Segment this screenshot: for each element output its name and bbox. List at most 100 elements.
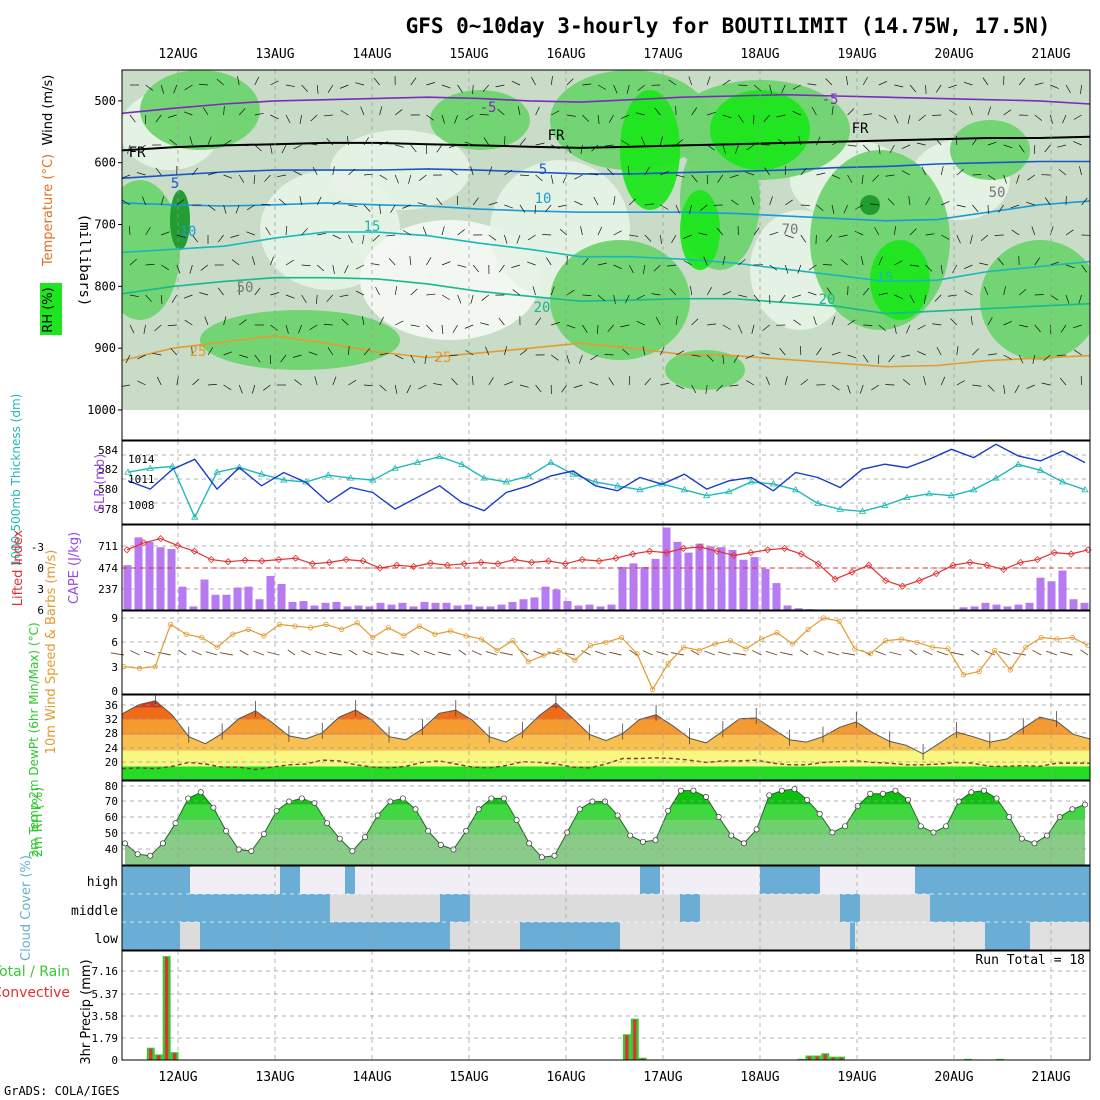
wind-barb xyxy=(889,144,895,154)
wind-barb xyxy=(566,78,574,86)
wind-speed-point xyxy=(292,623,298,629)
wind-barb-10m xyxy=(390,652,404,656)
thickness-point xyxy=(725,487,733,495)
wind-barb-10m xyxy=(1080,649,1089,656)
wind-barb xyxy=(136,172,146,176)
cape-bar xyxy=(530,597,539,610)
wind-barb xyxy=(707,111,716,116)
thickness-tick-label: 584 xyxy=(98,444,118,457)
temp-tick-label: 24 xyxy=(105,742,119,755)
wind-barb xyxy=(613,196,616,206)
wind-barb xyxy=(706,354,714,362)
wind-barb xyxy=(410,288,418,296)
temp-band xyxy=(122,735,1090,751)
wind-barb xyxy=(488,234,497,241)
wind-barb xyxy=(125,354,131,364)
wind-barb xyxy=(987,384,995,392)
wind-barb xyxy=(480,322,489,326)
wind-barb-10m xyxy=(690,649,700,656)
rh-point xyxy=(778,787,785,794)
thickness-point xyxy=(346,474,355,481)
wind-speed-point xyxy=(214,644,220,650)
wind-barb xyxy=(1003,384,1006,394)
wind-barb xyxy=(797,264,802,274)
wind-barb xyxy=(309,324,318,331)
wind-barb xyxy=(831,316,836,326)
rh-point xyxy=(349,848,356,855)
wind-barb xyxy=(894,294,903,299)
wind-barb xyxy=(202,107,209,116)
cape-bar xyxy=(167,549,176,610)
wind-barb xyxy=(847,144,857,147)
wind-barb xyxy=(1060,324,1067,333)
rh-point xyxy=(854,803,861,810)
wind-barb xyxy=(1011,229,1020,236)
cape-bar xyxy=(178,586,187,610)
wind-barb xyxy=(137,380,146,386)
wind-barb xyxy=(189,264,193,274)
li-point xyxy=(1033,556,1041,564)
thickness-point xyxy=(992,474,1000,481)
wind-speed-point xyxy=(1023,644,1029,650)
cape-bar xyxy=(310,605,319,610)
contour-label: 5 xyxy=(171,176,179,192)
temp-tick-label: 36 xyxy=(105,699,118,712)
wind-barb xyxy=(216,78,224,86)
wind-barb xyxy=(764,167,770,176)
li-point xyxy=(814,560,822,568)
wind-barb xyxy=(454,114,458,124)
li-point xyxy=(848,568,856,576)
wind-speed-point xyxy=(603,639,609,645)
wind-barb xyxy=(395,320,404,326)
rh-point xyxy=(602,798,608,805)
wind-barb xyxy=(831,204,835,214)
wind-barb xyxy=(207,172,217,176)
wind-speed-point xyxy=(199,634,205,641)
wind-barb xyxy=(593,196,599,206)
rh-point xyxy=(500,795,507,802)
wind-barb xyxy=(285,114,291,124)
wind-barb xyxy=(285,84,295,87)
wind-barb xyxy=(582,294,592,296)
cape-bar xyxy=(750,557,759,610)
wind-barb xyxy=(441,84,451,89)
wind-barb xyxy=(192,234,199,243)
li-point xyxy=(831,575,839,583)
rh-point xyxy=(955,798,962,805)
thickness-point xyxy=(880,501,889,508)
wind-barb xyxy=(690,286,692,296)
top-date-label: 17AUG xyxy=(643,47,682,62)
cape-bar xyxy=(629,563,638,610)
li-point xyxy=(679,544,687,552)
wind-barb xyxy=(128,226,131,236)
wind-barb xyxy=(940,376,946,386)
wind-speed-point xyxy=(1038,634,1044,641)
wind-barb xyxy=(184,319,193,326)
wind-barb xyxy=(1073,141,1082,146)
thickness-point xyxy=(791,486,800,493)
wind-barb xyxy=(1003,286,1006,296)
wind-speed-point xyxy=(696,647,702,654)
slp-tick-label: 1014 xyxy=(128,453,155,466)
rh-point xyxy=(324,820,331,827)
li-point xyxy=(646,547,654,555)
wind-barb xyxy=(582,257,589,266)
cape-bar xyxy=(343,606,352,610)
precip-total-bar xyxy=(797,1058,806,1060)
wind-speed-point xyxy=(1007,667,1013,673)
cape-bar xyxy=(145,541,154,610)
cape-bar xyxy=(1025,602,1034,610)
wind-speed-point xyxy=(307,625,314,631)
wind-barb xyxy=(591,144,599,152)
rh-point xyxy=(122,840,128,847)
li-point xyxy=(241,556,249,564)
wind-barb xyxy=(207,347,214,356)
rh-point xyxy=(235,846,242,853)
wind10m-panel: 9 6 3 0 10m Wind Speed & Barbs (m/s) xyxy=(44,550,1091,754)
wind-barb xyxy=(843,204,848,214)
li-tick-label: 0 xyxy=(37,562,44,575)
wind-barb xyxy=(348,379,357,386)
wind-barb xyxy=(621,140,630,146)
rh-point xyxy=(147,852,154,859)
slp-thickness-panel: 584 582 580 578 1014 1011 1008 1000-500mb Thick… xyxy=(9,394,1091,566)
